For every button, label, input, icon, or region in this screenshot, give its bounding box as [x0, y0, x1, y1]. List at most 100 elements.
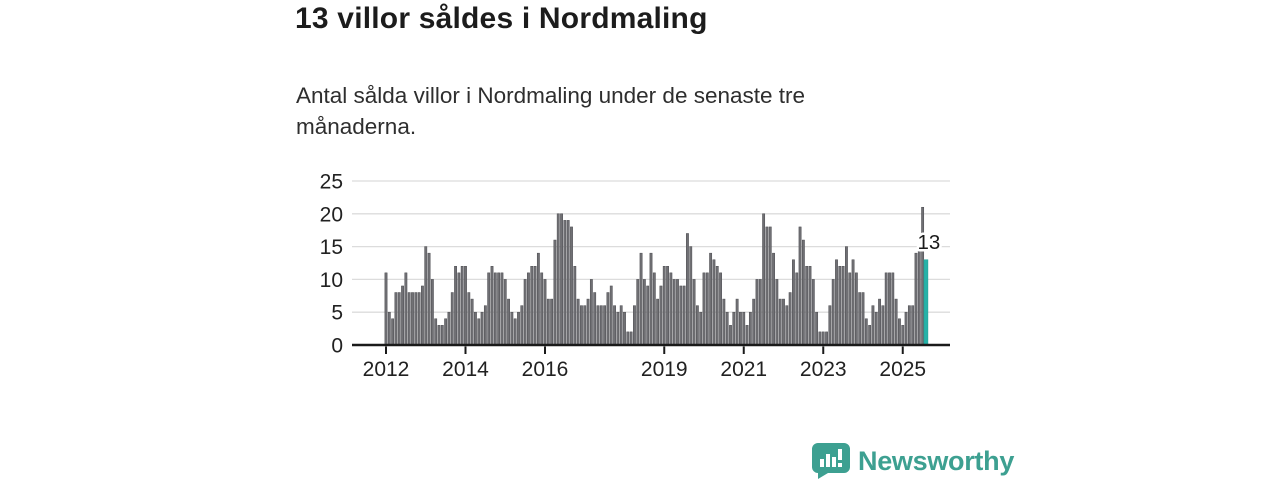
chart-bar — [845, 246, 848, 346]
chart-bar — [874, 311, 878, 346]
chart-bar — [851, 259, 855, 346]
chart-bar — [907, 305, 911, 346]
chart-bar — [460, 266, 464, 346]
y-tick-label: 25 — [320, 171, 343, 194]
chart-bar — [871, 305, 875, 346]
chart-bar — [725, 311, 729, 346]
chart-bar — [652, 272, 656, 346]
chart-bar — [450, 292, 454, 346]
chart-bar — [474, 311, 477, 346]
chart-bar — [573, 266, 577, 346]
chart-bar — [440, 325, 444, 346]
y-tick-label: 5 — [331, 302, 343, 325]
chart-bar — [762, 213, 766, 346]
chart-bar — [904, 311, 908, 346]
chart-bar — [556, 213, 560, 346]
chart-bar — [752, 298, 756, 346]
chart-bar — [868, 325, 872, 346]
chart-bar — [517, 311, 520, 346]
chart-bar — [616, 311, 620, 346]
chart-bar — [629, 331, 633, 346]
chart-bar — [530, 266, 534, 346]
chart-bar — [487, 272, 491, 346]
chart-bar — [911, 305, 915, 346]
chart-bar — [536, 252, 540, 346]
chart-bar — [411, 292, 414, 346]
chart-bar — [745, 325, 749, 346]
chart-bar — [669, 272, 673, 346]
chart-bar — [477, 318, 481, 346]
y-tick-label: 20 — [320, 203, 343, 226]
chart-bar — [831, 279, 835, 346]
chart-bar — [580, 305, 583, 346]
chart-bar — [444, 318, 448, 346]
chart-bar — [712, 259, 716, 346]
chart-bar — [576, 298, 580, 346]
chart-bar — [553, 239, 557, 346]
chart-bar — [699, 311, 703, 346]
chart-bar — [775, 279, 779, 346]
chart-bar — [709, 252, 713, 346]
chart-bar — [689, 246, 693, 346]
chart-bar — [702, 272, 706, 346]
chart-bar — [719, 272, 722, 346]
chart-bar — [739, 311, 742, 346]
x-tick-label: 2014 — [442, 358, 489, 381]
chart-bar — [785, 305, 789, 346]
chart-bar — [507, 298, 510, 346]
chart-bar — [483, 305, 487, 346]
chart-bar — [593, 292, 597, 346]
chart-bar — [898, 318, 901, 346]
chart-bar — [533, 266, 537, 346]
chart-bar — [391, 318, 395, 346]
chart-bar — [798, 226, 802, 346]
chart-bar — [603, 305, 607, 346]
chart-bar — [633, 305, 636, 346]
chart-bar — [808, 266, 812, 346]
chart-bar — [656, 298, 660, 346]
chart-bar — [417, 292, 421, 346]
chart-bar — [679, 285, 683, 346]
chart-bar — [642, 279, 646, 346]
chart-bar — [788, 292, 792, 346]
chart-bar — [470, 298, 474, 346]
chart-bar — [748, 311, 752, 346]
chart-bar — [818, 331, 822, 346]
chart-bar — [755, 279, 759, 346]
chart-bar — [765, 226, 769, 346]
speech-bubble-icon — [812, 443, 850, 479]
chart-bar — [493, 272, 497, 346]
newsworthy-logo[interactable]: Newsworthy — [812, 443, 1014, 480]
chart-bar — [467, 292, 471, 346]
chart-bar — [917, 246, 921, 346]
chart-bar — [705, 272, 709, 346]
chart-bar — [589, 279, 593, 346]
chart-bar — [825, 331, 828, 346]
chart-bar — [407, 292, 411, 346]
chart-bar — [878, 298, 881, 346]
chart-bar — [513, 318, 517, 346]
chart-bar — [795, 272, 799, 346]
chart-bar — [891, 272, 895, 346]
chart-subtitle: Antal sålda villor i Nordmaling under de… — [296, 83, 806, 140]
chart-bar — [884, 272, 888, 346]
chart-bar — [722, 298, 726, 346]
chart-bar — [864, 318, 868, 346]
chart-bar — [586, 298, 590, 346]
chart-bar — [550, 298, 554, 346]
chart-bar — [835, 259, 838, 346]
chart-bar — [397, 292, 401, 346]
chart-bar — [659, 285, 663, 346]
chart-bar — [828, 305, 832, 346]
chart-bar — [609, 285, 613, 346]
chart-bar — [901, 325, 905, 346]
chart-bar — [447, 311, 451, 346]
chart-bar — [841, 266, 845, 346]
chart-bar — [464, 266, 467, 346]
chart-bar — [510, 311, 514, 346]
chart-bar — [838, 266, 842, 346]
chart-bar — [881, 305, 885, 346]
chart-bar — [457, 272, 461, 346]
chart-bar — [623, 311, 626, 346]
